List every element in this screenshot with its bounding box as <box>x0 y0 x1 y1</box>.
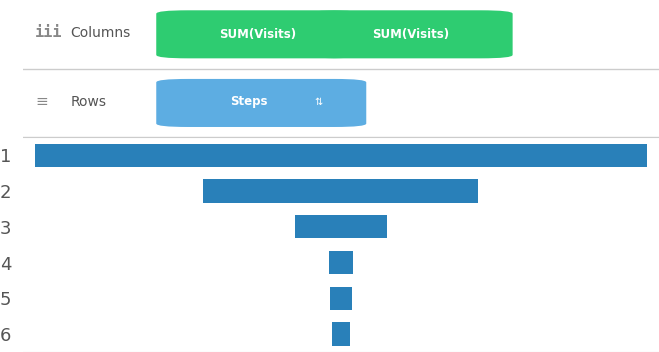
Text: ≡: ≡ <box>36 94 48 109</box>
Text: iii: iii <box>36 25 63 40</box>
FancyBboxPatch shape <box>309 10 513 58</box>
FancyBboxPatch shape <box>156 10 360 58</box>
Text: ⇅: ⇅ <box>314 96 323 107</box>
Bar <box>341 144 646 167</box>
Bar <box>341 179 478 203</box>
Bar <box>341 215 387 238</box>
Bar <box>295 215 341 238</box>
Bar <box>330 287 341 310</box>
Text: SUM(Visits): SUM(Visits) <box>219 28 297 41</box>
Bar <box>341 251 353 274</box>
Text: SUM(Visits): SUM(Visits) <box>372 28 449 41</box>
Bar <box>329 251 341 274</box>
FancyBboxPatch shape <box>156 79 366 127</box>
Text: Steps: Steps <box>230 95 268 108</box>
Bar <box>35 144 341 167</box>
Text: Columns: Columns <box>71 26 130 40</box>
Bar <box>331 322 341 346</box>
Bar <box>341 322 350 346</box>
Bar <box>203 179 341 203</box>
Bar <box>341 287 351 310</box>
Text: Rows: Rows <box>71 95 106 108</box>
